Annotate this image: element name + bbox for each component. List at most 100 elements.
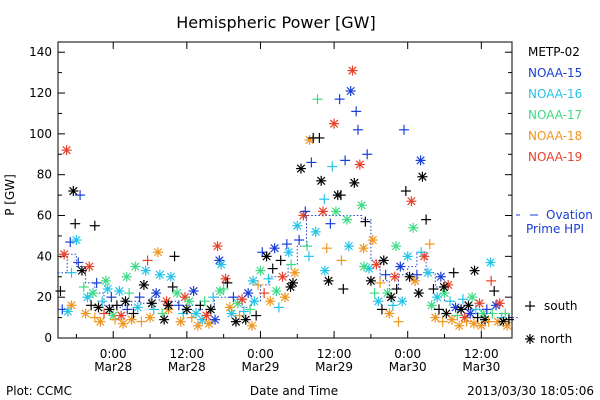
x-tick-label-time: 0:00 xyxy=(247,347,274,361)
north-point xyxy=(438,281,449,292)
x-tick-label-time: 0:00 xyxy=(394,347,421,361)
south-marker-swatch xyxy=(525,301,535,311)
north-point xyxy=(465,308,476,319)
x-axis: 0:00Mar2812:00Mar280:00Mar2912:00Mar290:… xyxy=(75,42,500,374)
marker-stroke xyxy=(350,178,359,188)
north-point xyxy=(456,304,467,315)
north-point xyxy=(391,241,402,252)
south-point xyxy=(314,132,325,143)
marker-stroke xyxy=(427,301,436,310)
south-point xyxy=(375,277,386,288)
north-point xyxy=(439,288,450,299)
north-point xyxy=(59,249,70,260)
north-point xyxy=(406,196,417,207)
south-point xyxy=(286,259,297,270)
marker-stroke xyxy=(359,244,368,253)
south-point xyxy=(351,106,362,117)
south-point xyxy=(424,239,435,250)
north-point xyxy=(126,314,137,325)
south-point xyxy=(387,300,398,311)
north-point xyxy=(345,85,356,96)
south-point xyxy=(73,257,84,268)
marker-stroke xyxy=(318,207,328,216)
north-point xyxy=(261,251,272,262)
marker-stroke xyxy=(85,262,94,271)
marker-stroke xyxy=(256,266,265,275)
south-point xyxy=(452,310,463,321)
marker-stroke xyxy=(355,160,365,169)
south-point xyxy=(70,218,81,229)
south-point xyxy=(319,194,330,205)
marker-stroke xyxy=(206,305,215,314)
marker-stroke xyxy=(155,270,165,279)
marker-stroke xyxy=(153,248,163,257)
south-point xyxy=(199,296,210,307)
south-point xyxy=(338,284,349,295)
north-point xyxy=(358,243,369,254)
north-point xyxy=(446,314,457,325)
marker-stroke xyxy=(105,305,114,314)
marker-stroke xyxy=(466,309,475,318)
north-point xyxy=(397,296,408,307)
marker-stroke xyxy=(227,309,236,318)
marker-stroke xyxy=(364,264,374,273)
marker-stroke xyxy=(121,297,130,306)
x-tick-label-date: Mar30 xyxy=(389,360,427,374)
south-point xyxy=(428,284,439,295)
north-point xyxy=(295,163,306,174)
marker-stroke xyxy=(342,215,352,224)
marker-stroke xyxy=(407,197,416,206)
marker-stroke xyxy=(290,268,299,277)
north-point xyxy=(359,261,370,272)
marker-stroke xyxy=(193,321,203,330)
north-point xyxy=(289,267,300,278)
south-point xyxy=(327,161,338,172)
north-point xyxy=(82,292,93,303)
x-tick-label-date: Mar28 xyxy=(168,360,206,374)
south-point xyxy=(91,277,102,288)
marker-stroke xyxy=(162,297,171,306)
south-point xyxy=(78,281,89,292)
y-tick-label: 60 xyxy=(37,209,52,223)
marker-stroke xyxy=(368,235,377,245)
y-tick-label: 100 xyxy=(29,127,52,141)
marker-stroke xyxy=(495,299,504,308)
marker-stroke xyxy=(247,321,257,330)
south-point xyxy=(111,300,122,311)
marker-stroke xyxy=(346,86,355,96)
south-point xyxy=(66,267,77,278)
y-axis: 0 20 40 60 80 100 120 140 xyxy=(29,45,512,345)
north-point xyxy=(210,314,221,325)
north-point xyxy=(66,300,77,311)
south-point xyxy=(334,94,345,105)
north-point xyxy=(476,320,487,331)
marker-stroke xyxy=(324,276,333,286)
marker-stroke xyxy=(115,286,124,296)
marker-stroke xyxy=(409,223,418,232)
x-tick-label-date: Mar29 xyxy=(315,360,353,374)
south-point xyxy=(89,220,100,231)
marker-stroke xyxy=(176,317,185,326)
north-point xyxy=(467,292,478,303)
marker-stroke xyxy=(270,244,279,253)
north-point xyxy=(114,286,125,297)
north-point xyxy=(283,247,294,258)
plot-credit: Plot: CCMC xyxy=(6,384,72,398)
marker-stroke xyxy=(293,221,302,230)
north-point xyxy=(71,235,82,246)
legend-item: NOAA-17 xyxy=(528,108,582,122)
marker-stroke xyxy=(296,164,306,173)
marker-stroke xyxy=(469,319,479,328)
marker-stroke xyxy=(502,321,512,330)
south-point xyxy=(245,304,256,315)
marker-stroke xyxy=(455,321,464,330)
legend-item: NOAA-15 xyxy=(528,66,582,80)
north-point xyxy=(417,171,428,182)
marker-stroke xyxy=(477,321,486,330)
marker-stroke xyxy=(475,299,484,308)
marker-stroke xyxy=(244,288,253,298)
south-point xyxy=(483,316,494,327)
south-point xyxy=(55,286,66,297)
south-point xyxy=(148,304,159,315)
